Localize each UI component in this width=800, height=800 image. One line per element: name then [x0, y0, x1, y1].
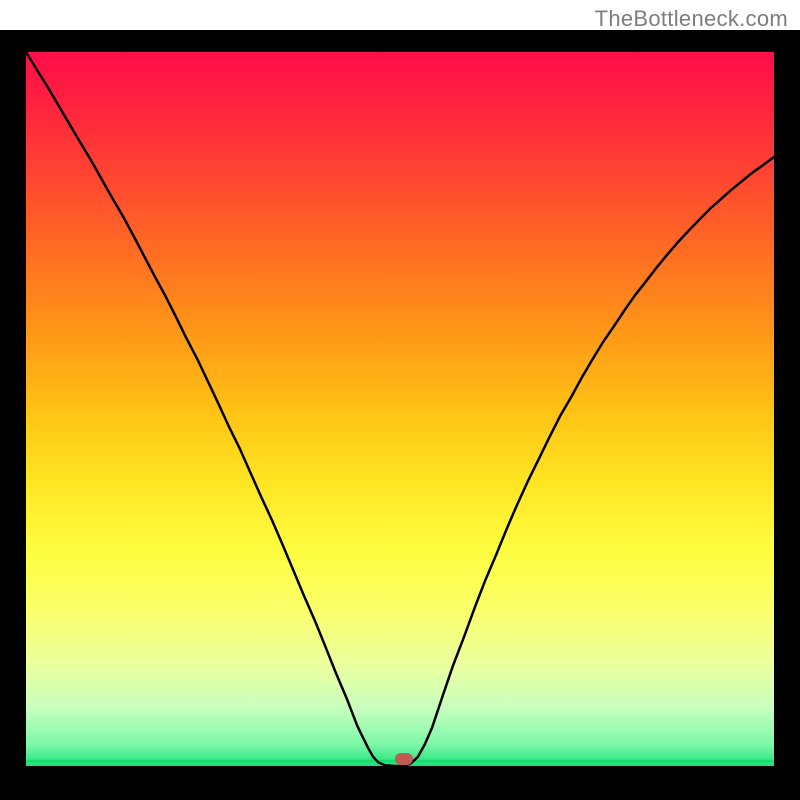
figure-root: TheBottleneck.com [0, 0, 800, 800]
plot-area [26, 52, 774, 766]
optimum-marker [395, 753, 413, 765]
watermark-text: TheBottleneck.com [595, 6, 788, 32]
gradient-background [26, 52, 774, 766]
plot-svg [26, 52, 774, 766]
